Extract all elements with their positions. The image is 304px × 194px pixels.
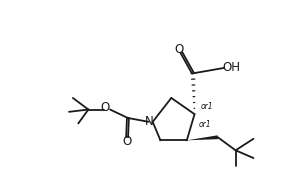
Text: N: N	[144, 115, 153, 128]
Text: or1: or1	[201, 102, 213, 111]
Text: O: O	[174, 43, 184, 56]
Text: O: O	[101, 101, 110, 114]
Polygon shape	[187, 135, 218, 140]
Text: or1: or1	[199, 120, 211, 129]
Text: O: O	[123, 135, 132, 148]
Text: OH: OH	[222, 61, 240, 74]
